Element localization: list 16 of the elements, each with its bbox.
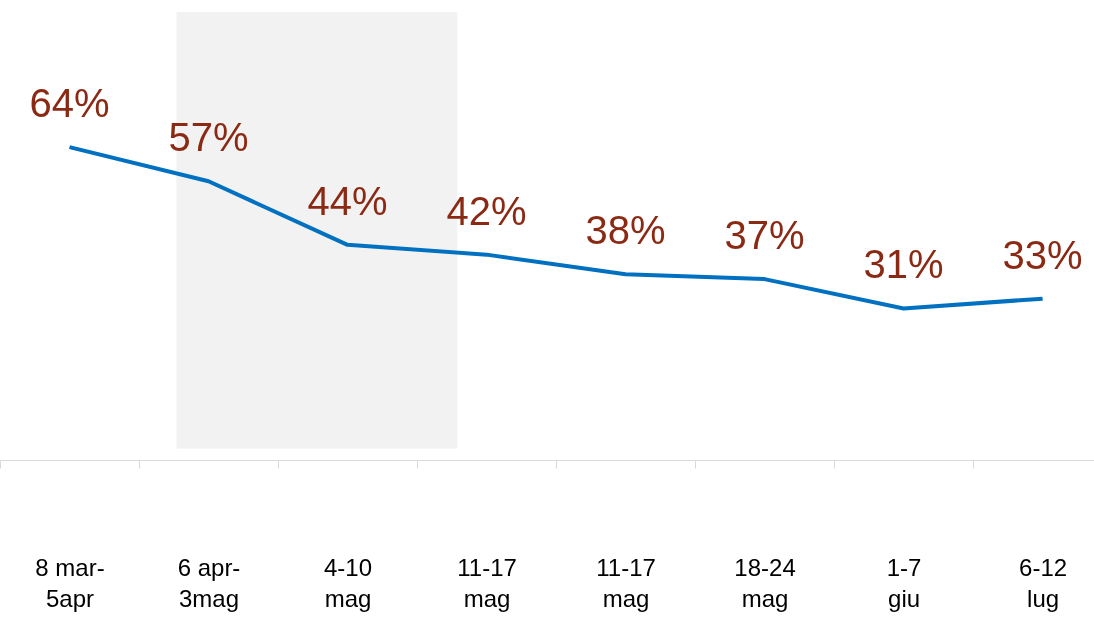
- x-tick-label: 18-24 mag: [734, 553, 796, 612]
- data-label: 37%: [724, 213, 805, 258]
- x-tick-label: 11-17 mag: [457, 553, 517, 612]
- data-label: 57%: [168, 115, 249, 160]
- x-tick-label: 8 mar- 5apr: [35, 553, 105, 612]
- data-label: 44%: [307, 178, 388, 223]
- x-tick-label: 6-12 lug: [1019, 553, 1068, 612]
- x-tick-label: 6 apr- 3mag: [177, 553, 241, 612]
- data-label: 38%: [585, 208, 666, 253]
- x-tick-label: 1-7 giu: [886, 553, 922, 612]
- data-label: 31%: [863, 242, 944, 287]
- data-label: 64%: [29, 81, 110, 126]
- data-label: 33%: [1002, 232, 1083, 277]
- x-tick-label: 4-10 mag: [324, 553, 373, 612]
- x-tick-label: 11-17 mag: [596, 553, 656, 612]
- data-label: 42%: [446, 188, 527, 233]
